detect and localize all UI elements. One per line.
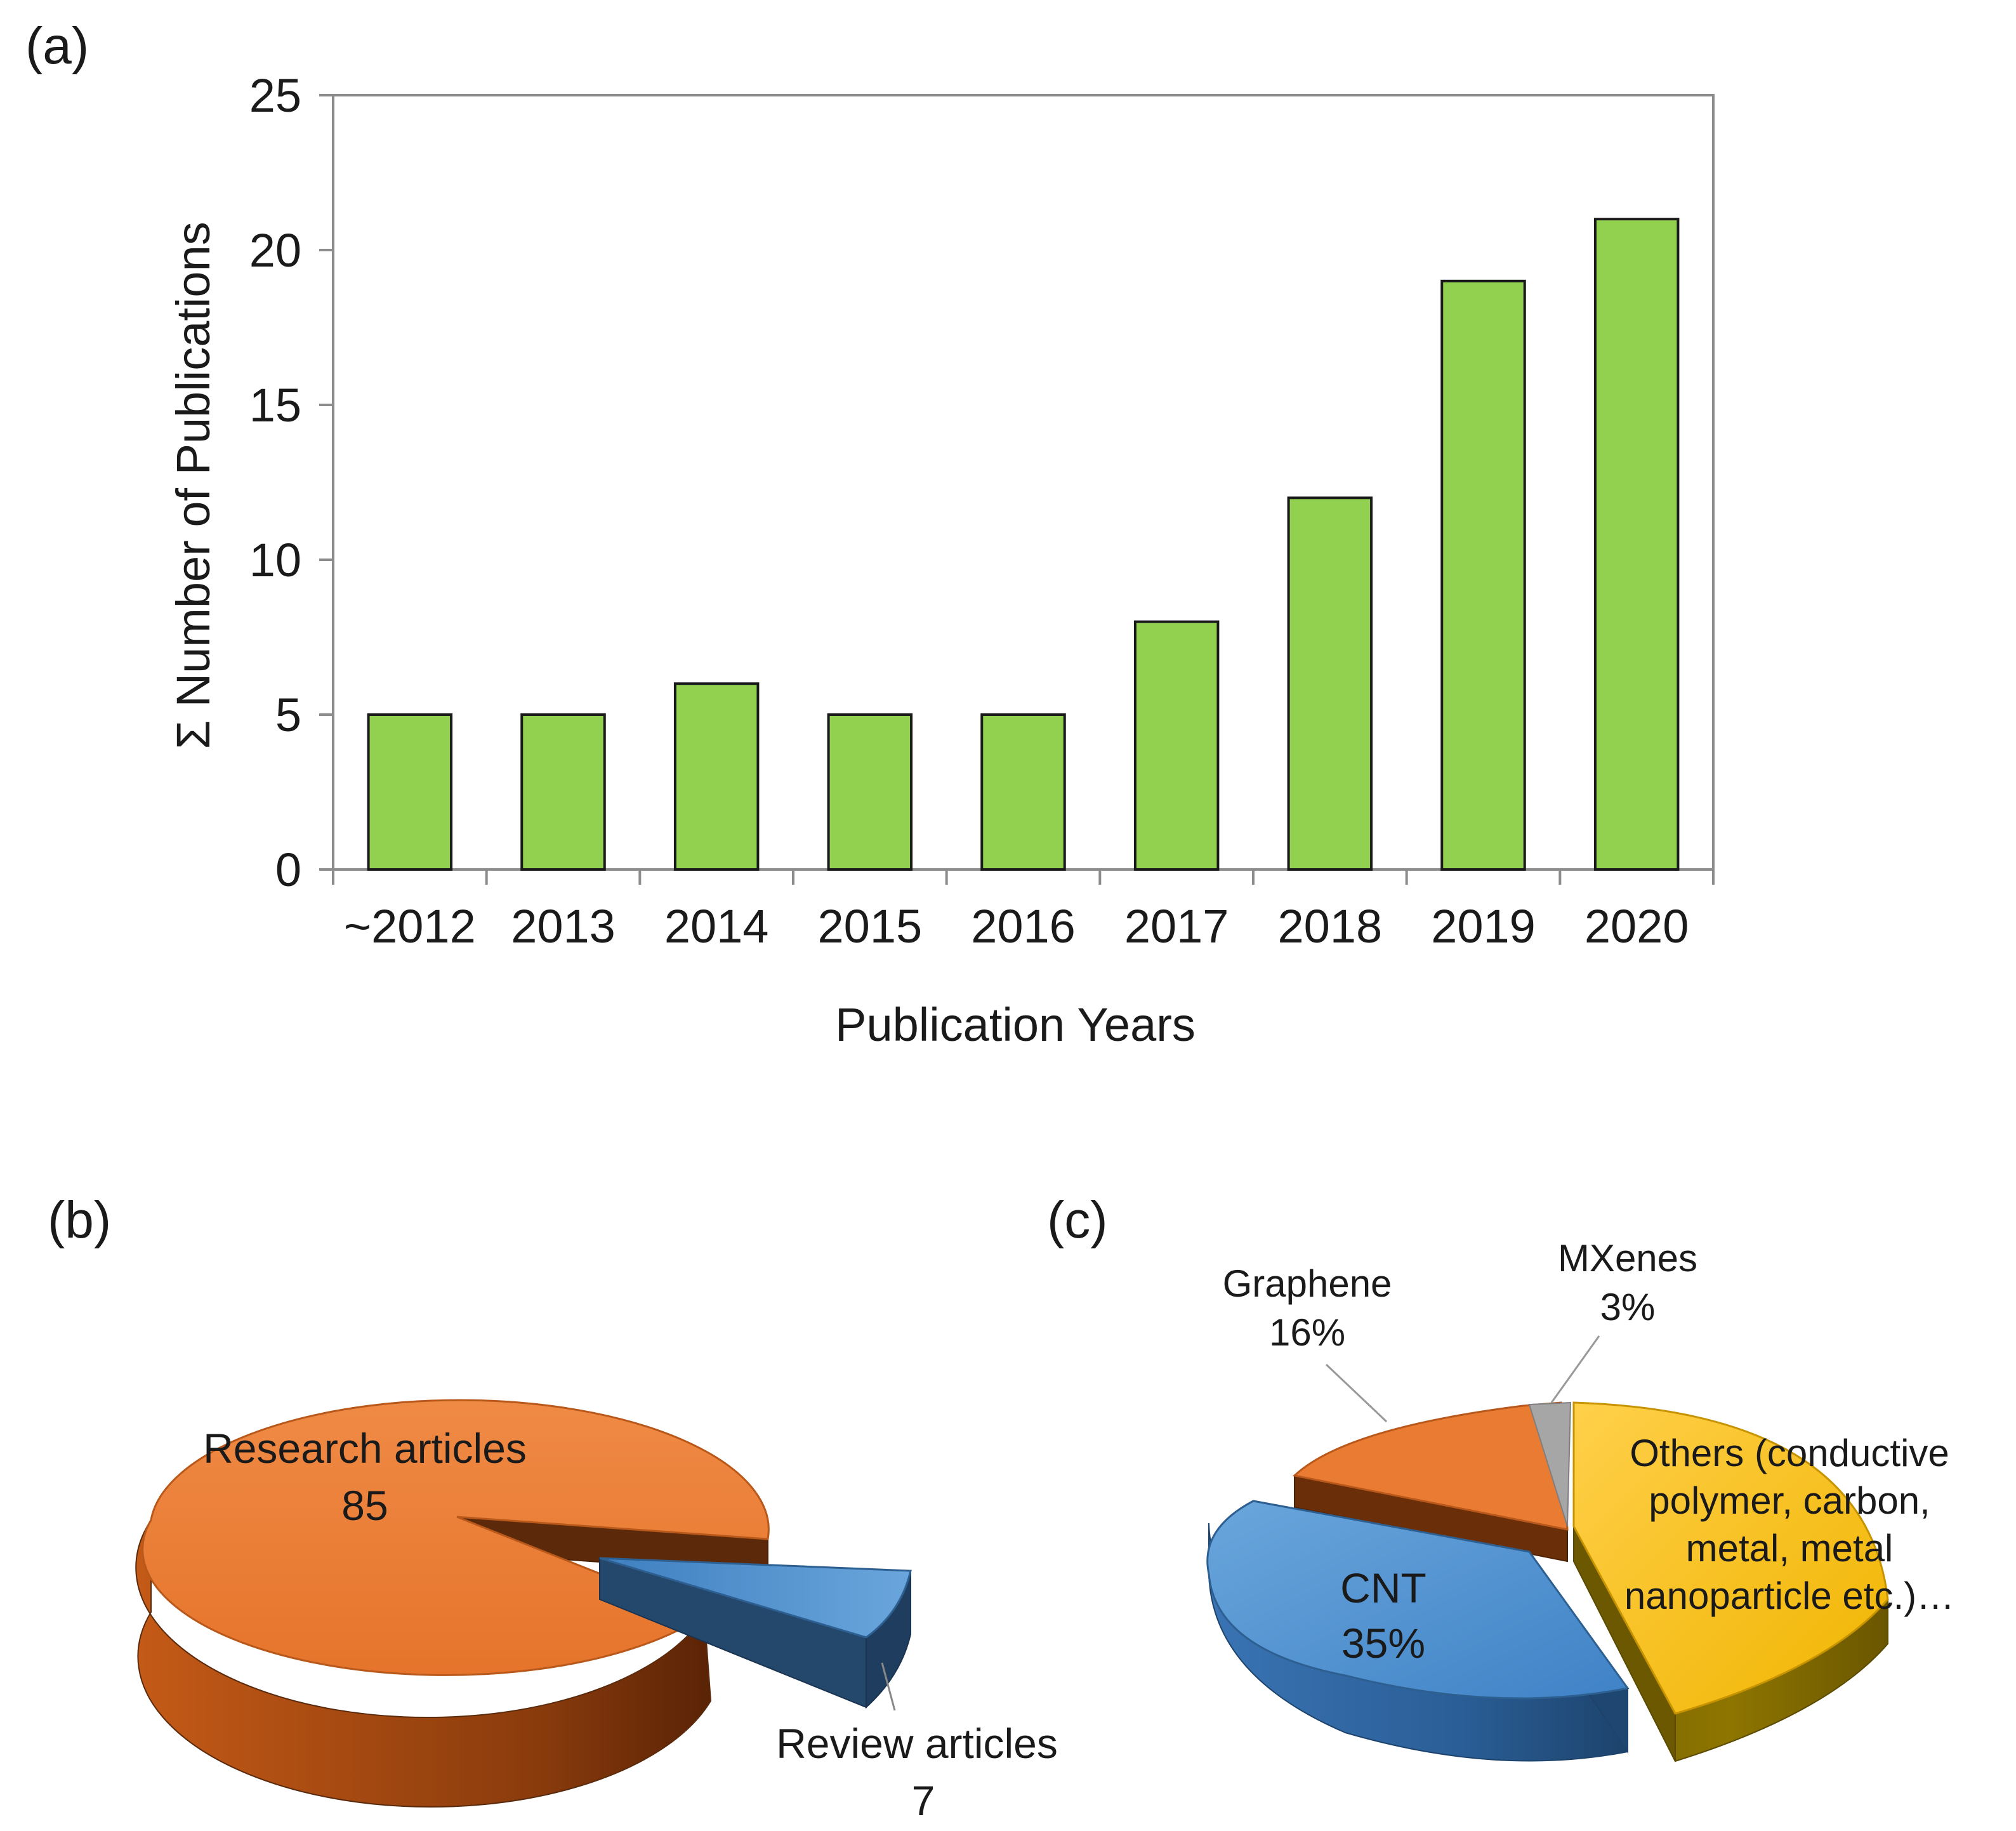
bar	[827, 713, 913, 871]
review-slice-value: 7	[912, 1777, 935, 1824]
others-label-line-3: metal, metal	[1686, 1527, 1894, 1570]
x-axis-title: Publication Years	[835, 998, 1196, 1051]
bar	[520, 713, 606, 871]
y-tick-label: 20	[249, 224, 301, 277]
others-label-line-1: Others (conductive	[1630, 1432, 1949, 1474]
cnt-slice-value: 35%	[1341, 1620, 1425, 1667]
others-label-line-4: nanoparticle etc.)…	[1624, 1575, 1954, 1617]
x-tick-label: 2018	[1278, 900, 1383, 953]
cnt-slice-top	[1206, 1500, 1630, 1700]
mxenes-slice-top	[1528, 1401, 1572, 1527]
bar	[367, 713, 453, 871]
y-tick-label: 15	[249, 379, 301, 432]
graphene-slice-value: 16%	[1269, 1311, 1345, 1354]
panel-c: (c) Graphene 16% MXenes 3% Others (condu…	[1047, 1191, 1954, 1762]
x-tick-label: 2016	[971, 900, 1076, 953]
panel-b: (b) Research articles 85 Review articles…	[48, 1191, 1058, 1824]
y-tick-label: 5	[275, 689, 301, 741]
panel-a-label: (a)	[25, 17, 89, 75]
bar	[1593, 218, 1680, 871]
x-tick-label: 2013	[511, 900, 616, 953]
bar	[1440, 279, 1526, 871]
mxenes-slice-name: MXenes	[1558, 1237, 1697, 1279]
y-tick-label: 25	[249, 69, 301, 122]
review-slice-name: Review articles	[776, 1720, 1058, 1767]
panel-c-label: (c)	[1047, 1191, 1108, 1249]
x-tick-label: 2020	[1584, 900, 1689, 953]
graphene-leader-line	[1325, 1363, 1388, 1423]
y-axis-title: Σ Number of Publications	[167, 221, 220, 749]
x-tick-label: 2017	[1124, 900, 1229, 953]
bar	[980, 713, 1066, 871]
review-slice-top	[599, 1557, 912, 1639]
research-slice-value: 85	[341, 1482, 388, 1529]
research-slice-side	[135, 1517, 712, 1808]
y-tick-label: 0	[275, 843, 301, 896]
panel-b-label: (b)	[48, 1191, 111, 1249]
mxenes-leader-line	[1550, 1335, 1600, 1403]
y-tick-label: 10	[249, 534, 301, 586]
bar-chart: 0 5 10 15 20 25 ~2012 2013 2014 2015 2016 2017 2018 2…	[249, 69, 1715, 953]
others-label-line-2: polymer, carbon,	[1649, 1479, 1930, 1522]
mxenes-slice-value: 3%	[1600, 1286, 1656, 1328]
bar	[1133, 620, 1220, 871]
review-leader-line	[881, 1662, 896, 1711]
x-tick-label: ~2012	[344, 900, 476, 953]
graphene-slice-name: Graphene	[1223, 1262, 1392, 1305]
research-slice-name: Research articles	[203, 1425, 527, 1472]
x-tick-label: 2014	[664, 900, 769, 953]
x-tick-label: 2019	[1431, 900, 1536, 953]
bar	[1287, 496, 1373, 871]
cnt-slice-name: CNT	[1340, 1564, 1426, 1611]
bar	[673, 682, 760, 871]
panel-a: (a) 0 5 10 15 20 25 ~2012 2013 2014 2015 2016 2017 2…	[25, 17, 1715, 1051]
x-tick-label: 2015	[818, 900, 923, 953]
graphene-slice-top	[1292, 1401, 1569, 1531]
others-slice-top	[1572, 1401, 1889, 1715]
research-slice-top	[142, 1399, 770, 1676]
